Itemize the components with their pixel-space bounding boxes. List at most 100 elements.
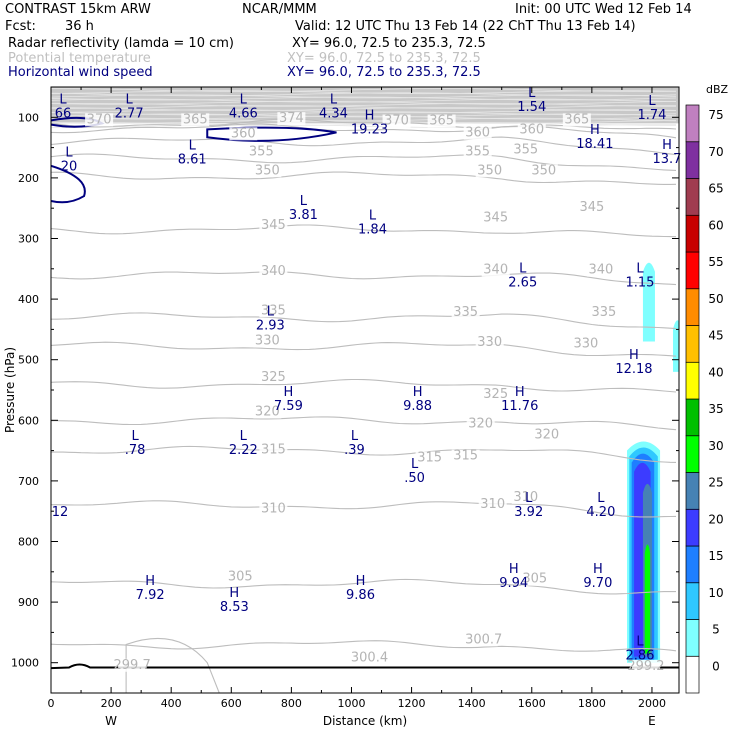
reflectivity-edge-5dbz [672, 320, 679, 372]
theta-label-bg [571, 337, 600, 351]
y-tick-label: 400 [18, 293, 39, 306]
wind-extremum-value: 3.92 [514, 505, 543, 520]
theta-label: 335 [261, 303, 286, 318]
field-name-wind: Horizontal wind speed [8, 65, 153, 80]
theta-contour-line [51, 105, 676, 109]
theta-label: 365 [429, 114, 454, 129]
y-tick-label: 1000 [11, 657, 39, 670]
wind-extremum-mark: L [65, 146, 73, 161]
plot-area [51, 87, 679, 693]
wind-extremum-mark: L [519, 261, 527, 276]
theta-label-bg [463, 145, 492, 159]
theta-contour-line [51, 123, 677, 139]
wind-extremum-mark: H [590, 123, 600, 138]
colorbar: dBZ 0 5 10 15 20 25 30 35 40 45 50 55 60 65 70 75 [685, 83, 729, 694]
theta-label-bg [259, 443, 288, 457]
theta-label-bg [481, 263, 510, 277]
theta-label: 360 [519, 123, 544, 138]
theta-label: 310 [480, 497, 505, 512]
wind-extremum-value: 4.20 [586, 505, 615, 520]
wind-extremum-value: 1.74 [637, 108, 666, 123]
theta-label: 370 [87, 112, 112, 127]
colorbar-tick-label: 35 [708, 402, 723, 416]
wind-extremum-value: 3.81 [289, 208, 318, 223]
wind-extremum-mark: L [240, 92, 248, 107]
colorbar-tick-label: 50 [708, 292, 723, 306]
wind-extremum-mark: H [365, 109, 375, 124]
colorbar-tick-label: 15 [708, 549, 723, 563]
theta-label: 310 [261, 501, 286, 516]
theta-contour-line [51, 341, 677, 357]
wind-extremum-value: 19.23 [351, 123, 388, 138]
terrain-line [51, 663, 679, 670]
theta-label: 350 [477, 163, 502, 178]
theta-contour-line [51, 640, 677, 652]
theta-label: 300.4 [351, 650, 388, 665]
model-title: CONTRAST 15km ARW [5, 2, 151, 17]
wind-extremum-value: 9.88 [403, 399, 432, 414]
theta-label: 330 [477, 335, 502, 350]
wind-extremum-mark: L [636, 635, 644, 650]
wind-extremum-mark: L [636, 261, 644, 276]
wind-extremum-mark: L [125, 92, 133, 107]
wind-extremum-value: 12.18 [615, 362, 652, 377]
wind-extremum-value: 13.7 [653, 152, 682, 167]
colorbar-tick-label: 45 [708, 329, 723, 343]
theta-label: 305 [228, 569, 253, 584]
theta-label: 355 [513, 143, 538, 158]
wind-extremum-mark: L [369, 209, 377, 224]
field-xy-theta: XY= 96.0, 72.5 to 235.3, 72.5 [287, 51, 481, 66]
colorbar-swatch [685, 361, 700, 400]
theta-label: 320 [468, 417, 493, 432]
colorbar-swatch [685, 325, 700, 363]
theta-label-bg [253, 334, 282, 348]
wind-extremum-value: 20 [61, 160, 78, 175]
theta-label-bg [259, 502, 288, 516]
theta-label: 370 [384, 114, 409, 129]
theta-label-bg [355, 651, 384, 665]
colorbar-tick-label: 40 [708, 365, 723, 379]
theta-label-bg [589, 306, 618, 320]
colorbar-swatch [685, 472, 700, 510]
theta-label-bg [475, 335, 504, 349]
theta-label-bg [427, 114, 456, 128]
x-tick-label: 1600 [518, 697, 546, 710]
y-tick-label: 700 [18, 475, 39, 488]
y-axis-label: Pressure (hPa) [3, 347, 17, 433]
wind-extremum-mark: H [145, 574, 155, 589]
x-tick-label: 1200 [398, 697, 426, 710]
theta-label-bg [562, 113, 591, 127]
theta-label: 299.7 [114, 658, 151, 673]
y-tick-label: 500 [18, 354, 39, 367]
wind-extremum-mark: H [515, 385, 525, 400]
wind-extremum-mark: H [662, 138, 672, 153]
wind-extremum-mark: L [597, 491, 605, 506]
theta-label-bg [253, 164, 282, 178]
theta-label-bg [631, 659, 660, 673]
theta-label: 345 [579, 200, 604, 215]
theta-label-bg [469, 633, 498, 647]
wind-extremum-mark: H [356, 574, 366, 589]
init-time: Init: 00 UTC Wed 12 Feb 14 [515, 2, 692, 17]
theta-label: 360 [465, 126, 490, 141]
theta-label: 330 [255, 334, 280, 349]
theta-contour-line [51, 378, 677, 393]
wind-extremum-value: 4.34 [319, 106, 348, 121]
theta-label: 325 [261, 370, 286, 385]
y-tick-label: 100 [18, 111, 39, 124]
x-tick-label: 0 [48, 697, 55, 710]
terrain-line [51, 663, 679, 670]
x-tick-label: 600 [221, 697, 242, 710]
theta-contour-line [51, 103, 677, 107]
colorbar-tick-label: 25 [708, 476, 723, 490]
wind-extremum-mark: H [593, 562, 603, 577]
colorbar-swatch [685, 435, 700, 473]
theta-label: 340 [588, 263, 613, 278]
theta-label: 355 [465, 144, 490, 159]
wind-extremum-value: .39 [344, 443, 365, 458]
contour-labels: 370 365 374 370 365 365 360 360 360 355 355 355 350 3… [52, 86, 682, 674]
theta-contour-line [51, 224, 677, 238]
institution-label: NCAR/MMM [242, 2, 317, 17]
x-tick-label: 200 [101, 697, 122, 710]
